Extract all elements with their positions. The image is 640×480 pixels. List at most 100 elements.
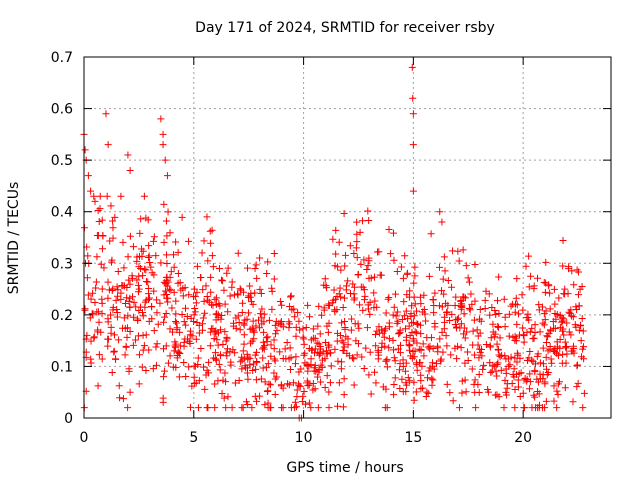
data-point (410, 312, 418, 320)
data-point (371, 273, 379, 281)
data-point (405, 322, 413, 330)
data-point (170, 263, 178, 271)
x-tick-label: 20 (514, 430, 532, 446)
data-point (363, 324, 371, 332)
data-point (256, 254, 264, 262)
data-point (551, 324, 559, 332)
data-point (320, 306, 328, 314)
data-point (98, 216, 106, 224)
data-point (428, 381, 436, 389)
y-tick-label: 0.3 (51, 256, 73, 272)
data-point (512, 334, 520, 342)
data-point (244, 309, 252, 317)
data-point (502, 355, 510, 363)
data-point (464, 348, 472, 356)
data-point (492, 311, 500, 319)
data-point (329, 235, 337, 243)
data-point (115, 382, 123, 390)
data-point (137, 265, 145, 272)
data-point (266, 381, 274, 389)
data-point (412, 388, 420, 396)
data-point (417, 377, 425, 385)
data-point (463, 328, 471, 336)
data-point (296, 382, 304, 390)
data-point (409, 141, 417, 149)
data-point (116, 394, 124, 402)
data-point (253, 357, 261, 365)
data-point (512, 294, 520, 302)
data-point (365, 217, 373, 225)
data-point (393, 319, 401, 327)
data-point (410, 378, 418, 386)
data-point (260, 343, 268, 351)
data-point (471, 351, 479, 359)
data-point (293, 393, 301, 401)
data-point (469, 327, 477, 335)
data-point (84, 172, 92, 180)
data-point (579, 404, 587, 412)
data-point (253, 348, 261, 356)
data-point (292, 323, 300, 331)
data-point (81, 146, 89, 154)
data-point (341, 323, 349, 331)
data-point (160, 367, 168, 375)
data-point (318, 311, 326, 319)
data-point (514, 376, 522, 384)
data-point (424, 389, 432, 397)
data-point (212, 356, 220, 364)
data-point (238, 404, 246, 412)
data-point (295, 317, 303, 325)
data-point (418, 362, 426, 370)
data-point (573, 383, 581, 391)
data-point (199, 314, 207, 322)
data-point (303, 361, 311, 369)
data-point (575, 326, 583, 334)
data-point (577, 337, 585, 345)
data-point (390, 354, 398, 362)
data-point (135, 380, 143, 388)
data-point (315, 302, 323, 310)
data-point (214, 313, 222, 321)
data-point (438, 287, 446, 295)
data-point (145, 242, 153, 250)
data-point (391, 374, 399, 382)
data-point (385, 226, 393, 234)
data-point (321, 275, 329, 283)
data-point (550, 348, 558, 356)
data-point (539, 344, 547, 352)
data-point (403, 270, 411, 278)
data-point (299, 333, 307, 341)
data-point (95, 351, 103, 359)
data-point (395, 330, 403, 338)
data-point (519, 306, 527, 314)
data-point (271, 330, 279, 338)
data-point (574, 361, 581, 369)
data-point (359, 306, 367, 314)
data-point (321, 355, 329, 363)
data-point (193, 262, 201, 270)
data-point (559, 325, 567, 333)
data-point (142, 367, 150, 375)
data-point (402, 307, 410, 315)
data-point (522, 262, 530, 270)
data-point (111, 213, 119, 221)
data-point (88, 310, 96, 318)
data-point (337, 365, 345, 373)
data-point (495, 393, 503, 401)
data-point (233, 290, 241, 298)
data-point (491, 333, 499, 341)
data-point (218, 276, 226, 284)
data-point (139, 272, 147, 280)
data-point (335, 238, 343, 246)
data-point (304, 301, 312, 309)
data-point (408, 302, 416, 310)
data-point (424, 374, 432, 382)
data-point (479, 365, 487, 373)
data-point (93, 253, 101, 261)
data-point (336, 284, 344, 292)
data-point (570, 281, 578, 289)
data-point (104, 342, 112, 350)
data-point (96, 192, 104, 200)
data-point (488, 367, 496, 375)
data-point (560, 315, 568, 323)
